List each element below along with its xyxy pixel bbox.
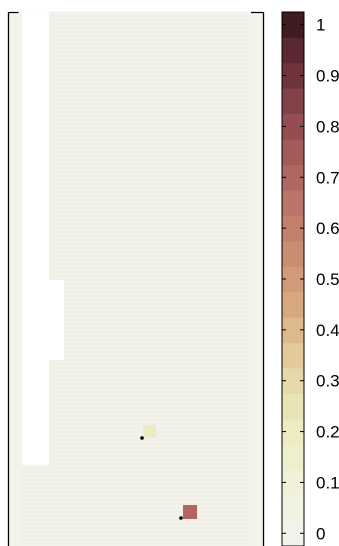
colorbar-tick-label: 0.2 — [316, 423, 339, 442]
blank-region — [22, 280, 64, 360]
colorbar-swatch — [282, 495, 304, 522]
colorbar-swatch — [282, 393, 304, 420]
colorbar-swatch — [282, 139, 304, 166]
colorbar-swatch — [282, 469, 304, 496]
colorbar-swatch — [282, 62, 304, 89]
plot-area — [7, 11, 265, 546]
frame-left-edge — [7, 11, 19, 546]
colorbar-tick-label: 0.9 — [316, 67, 339, 86]
colorbar-swatch — [282, 291, 304, 318]
colorbar-tick-label: 0.7 — [316, 168, 339, 187]
blank-region — [22, 360, 49, 465]
heatmap-grid — [21, 11, 250, 546]
heatmap-background — [8, 12, 264, 546]
colorbar-swatch — [282, 164, 304, 191]
colorbar-tick-label: 0.8 — [316, 117, 339, 136]
colorbar-swatch — [282, 240, 304, 267]
colorbar-tick-label: 1 — [316, 16, 325, 35]
colorbar-swatch — [282, 37, 304, 64]
colorbar-swatch — [282, 88, 304, 115]
colorbar-swatch — [282, 190, 304, 216]
plot-frame — [7, 11, 265, 546]
blank-region — [22, 12, 49, 280]
colorbar-tick-label: 0.3 — [316, 372, 339, 391]
colorbar-swatch — [282, 12, 304, 38]
marker-dot — [179, 516, 183, 520]
colorbar-tick-label: 0 — [316, 524, 325, 543]
colorbar-swatch — [282, 266, 304, 293]
colorbar-swatch — [282, 317, 304, 344]
colorbar-swatch — [282, 368, 304, 394]
colorbar-swatch — [282, 520, 304, 546]
colorbar-swatch — [282, 215, 304, 242]
colorbar-swatch — [282, 342, 304, 369]
colorbar-swatch — [282, 113, 304, 140]
colorbar-tick-label: 0.4 — [316, 321, 339, 340]
heatmap-cell — [183, 505, 197, 519]
colorbar: 0 0.1 0.2 0.3 0.4 0.5 0.6 0.7 0.8 0.9 1 — [281, 11, 339, 546]
colorbar-swatch — [282, 418, 304, 445]
colorbar-swatch — [282, 444, 304, 471]
colorbar-tick-label: 0.5 — [316, 270, 339, 289]
colorbar-tick-label: 0.6 — [316, 219, 339, 238]
colorbar-tick-label: 0.1 — [316, 473, 339, 492]
marker-dot — [140, 436, 144, 440]
frame-right-edge — [251, 11, 265, 546]
heatmap-cell — [143, 425, 156, 438]
